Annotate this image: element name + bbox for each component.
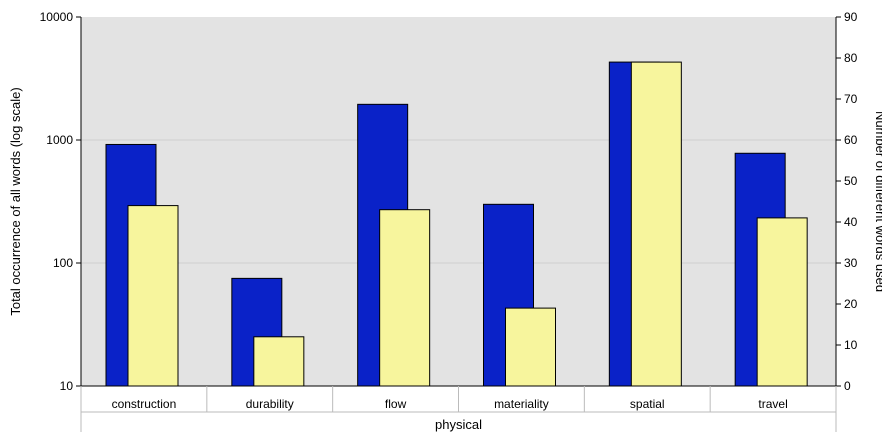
bar-right-series	[127, 205, 179, 387]
x-category-label: spatial	[630, 397, 665, 411]
x-category-label: travel	[758, 397, 787, 411]
bar-right-series	[253, 336, 305, 387]
x-category-label: construction	[112, 397, 177, 411]
y-right-tick-label: 90	[844, 10, 858, 24]
y-right-tick-label: 10	[844, 338, 858, 352]
y-right-tick-label: 40	[844, 215, 858, 229]
y-right-tick-label: 50	[844, 174, 858, 188]
y-axis-right-title: Number of different words used	[873, 111, 882, 292]
tick-labels: 10 100 1000 10000 0 10 20 30 40 50 60 70 80 90 constru…	[40, 10, 858, 411]
x-category-label: flow	[385, 397, 407, 411]
bar-right-series	[505, 307, 556, 387]
y-right-tick-label: 30	[844, 256, 858, 270]
bar-right-series	[379, 209, 431, 387]
y-axis-left-title: Total occurrence of all words (log scale…	[8, 87, 23, 315]
gridlines	[81, 139, 836, 264]
y-left-tick-label: 10000	[40, 10, 74, 24]
x-group-label: physical	[435, 417, 482, 432]
x-category-label: durability	[246, 397, 294, 411]
y-right-tick-label: 80	[844, 51, 858, 65]
y-right-tick-label: 0	[844, 379, 851, 393]
y-right-tick-label: 70	[844, 92, 858, 106]
axes	[76, 16, 841, 432]
x-category-label: materiality	[494, 397, 549, 411]
bar-right-series	[630, 61, 682, 387]
y-right-tick-label: 20	[844, 297, 858, 311]
bars	[105, 61, 808, 387]
y-right-tick-label: 60	[844, 133, 858, 147]
plot-area	[81, 17, 836, 386]
bar-right-series	[756, 217, 808, 387]
y-left-tick-label: 10	[60, 379, 74, 393]
y-left-tick-label: 1000	[46, 133, 73, 147]
y-left-tick-label: 100	[53, 256, 73, 270]
